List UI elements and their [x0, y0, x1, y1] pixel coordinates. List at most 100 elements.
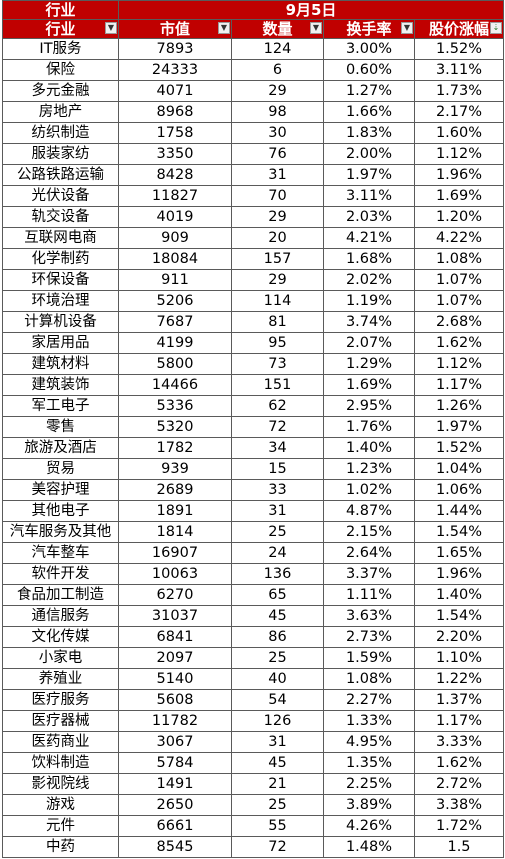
cell-market-cap[interactable]: 7893: [118, 38, 232, 60]
cell-count[interactable]: 6: [231, 59, 324, 81]
cell-change[interactable]: 3.11%: [414, 59, 504, 81]
cell-market-cap[interactable]: 5608: [118, 689, 232, 711]
cell-change[interactable]: 1.12%: [414, 353, 504, 375]
cell-market-cap[interactable]: 1891: [118, 500, 232, 522]
cell-count[interactable]: 31: [231, 731, 324, 753]
cell-industry[interactable]: 家居用品: [2, 332, 119, 354]
cell-count[interactable]: 30: [231, 122, 324, 144]
cell-change[interactable]: 1.08%: [414, 248, 504, 270]
cell-turnover[interactable]: 2.00%: [323, 143, 415, 165]
cell-turnover[interactable]: 1.68%: [323, 248, 415, 270]
cell-turnover[interactable]: 1.66%: [323, 101, 415, 123]
cell-change[interactable]: 1.54%: [414, 605, 504, 627]
cell-market-cap[interactable]: 3350: [118, 143, 232, 165]
cell-turnover[interactable]: 2.07%: [323, 332, 415, 354]
cell-count[interactable]: 86: [231, 626, 324, 648]
cell-market-cap[interactable]: 911: [118, 269, 232, 291]
cell-change[interactable]: 1.96%: [414, 563, 504, 585]
cell-turnover[interactable]: 2.95%: [323, 395, 415, 417]
cell-change[interactable]: 1.37%: [414, 689, 504, 711]
cell-count[interactable]: 54: [231, 689, 324, 711]
cell-turnover[interactable]: 3.89%: [323, 794, 415, 816]
cell-market-cap[interactable]: 18084: [118, 248, 232, 270]
cell-change[interactable]: 1.96%: [414, 164, 504, 186]
cell-industry[interactable]: 食品加工制造: [2, 584, 119, 606]
cell-market-cap[interactable]: 8545: [118, 836, 232, 858]
cell-industry[interactable]: 医药商业: [2, 731, 119, 753]
cell-count[interactable]: 70: [231, 185, 324, 207]
cell-turnover[interactable]: 2.73%: [323, 626, 415, 648]
cell-change[interactable]: 1.73%: [414, 80, 504, 102]
cell-market-cap[interactable]: 11827: [118, 185, 232, 207]
cell-industry[interactable]: 贸易: [2, 458, 119, 480]
dropdown-filter-icon[interactable]: ▼: [218, 22, 230, 34]
cell-change[interactable]: 1.22%: [414, 668, 504, 690]
cell-count[interactable]: 136: [231, 563, 324, 585]
cell-change[interactable]: 1.17%: [414, 374, 504, 396]
cell-turnover[interactable]: 4.87%: [323, 500, 415, 522]
cell-turnover[interactable]: 3.74%: [323, 311, 415, 333]
cell-industry[interactable]: 汽车服务及其他: [2, 521, 119, 543]
cell-industry[interactable]: 养殖业: [2, 668, 119, 690]
cell-turnover[interactable]: 1.08%: [323, 668, 415, 690]
cell-change[interactable]: 3.33%: [414, 731, 504, 753]
cell-turnover[interactable]: 2.27%: [323, 689, 415, 711]
sort-filter-icon[interactable]: ⇣: [490, 22, 502, 34]
cell-change[interactable]: 1.26%: [414, 395, 504, 417]
cell-count[interactable]: 72: [231, 836, 324, 858]
cell-count[interactable]: 45: [231, 752, 324, 774]
cell-industry[interactable]: 中药: [2, 836, 119, 858]
cell-turnover[interactable]: 1.23%: [323, 458, 415, 480]
cell-change[interactable]: 1.62%: [414, 752, 504, 774]
cell-market-cap[interactable]: 6661: [118, 815, 232, 837]
cell-count[interactable]: 21: [231, 773, 324, 795]
cell-turnover[interactable]: 3.00%: [323, 38, 415, 60]
cell-count[interactable]: 126: [231, 710, 324, 732]
cell-change[interactable]: 1.10%: [414, 647, 504, 669]
cell-change[interactable]: 1.44%: [414, 500, 504, 522]
cell-turnover[interactable]: 1.97%: [323, 164, 415, 186]
cell-market-cap[interactable]: 24333: [118, 59, 232, 81]
cell-market-cap[interactable]: 4019: [118, 206, 232, 228]
cell-change[interactable]: 1.07%: [414, 290, 504, 312]
cell-industry[interactable]: 汽车整车: [2, 542, 119, 564]
cell-turnover[interactable]: 4.21%: [323, 227, 415, 249]
cell-count[interactable]: 29: [231, 80, 324, 102]
cell-change[interactable]: 2.68%: [414, 311, 504, 333]
cell-market-cap[interactable]: 6841: [118, 626, 232, 648]
cell-industry[interactable]: 互联网电商: [2, 227, 119, 249]
cell-count[interactable]: 31: [231, 164, 324, 186]
cell-count[interactable]: 25: [231, 521, 324, 543]
cell-market-cap[interactable]: 16907: [118, 542, 232, 564]
cell-industry[interactable]: 文化传媒: [2, 626, 119, 648]
cell-industry[interactable]: 环保设备: [2, 269, 119, 291]
cell-count[interactable]: 33: [231, 479, 324, 501]
cell-count[interactable]: 157: [231, 248, 324, 270]
column-header-count[interactable]: 数量 ▼: [231, 19, 324, 39]
cell-industry[interactable]: 元件: [2, 815, 119, 837]
cell-industry[interactable]: 环境治理: [2, 290, 119, 312]
cell-market-cap[interactable]: 4199: [118, 332, 232, 354]
cell-market-cap[interactable]: 4071: [118, 80, 232, 102]
cell-market-cap[interactable]: 2097: [118, 647, 232, 669]
cell-count[interactable]: 151: [231, 374, 324, 396]
cell-count[interactable]: 20: [231, 227, 324, 249]
cell-industry[interactable]: 房地产: [2, 101, 119, 123]
cell-industry[interactable]: 软件开发: [2, 563, 119, 585]
cell-change[interactable]: 1.20%: [414, 206, 504, 228]
column-header-turnover[interactable]: 换手率 ▼: [323, 19, 415, 39]
cell-industry[interactable]: 建筑装饰: [2, 374, 119, 396]
cell-count[interactable]: 95: [231, 332, 324, 354]
cell-industry[interactable]: 游戏: [2, 794, 119, 816]
cell-count[interactable]: 29: [231, 269, 324, 291]
cell-count[interactable]: 98: [231, 101, 324, 123]
cell-change[interactable]: 1.04%: [414, 458, 504, 480]
cell-industry[interactable]: 光伏设备: [2, 185, 119, 207]
cell-turnover[interactable]: 3.37%: [323, 563, 415, 585]
cell-turnover[interactable]: 1.69%: [323, 374, 415, 396]
cell-industry[interactable]: 美容护理: [2, 479, 119, 501]
cell-market-cap[interactable]: 2689: [118, 479, 232, 501]
cell-turnover[interactable]: 1.35%: [323, 752, 415, 774]
dropdown-filter-icon[interactable]: ▼: [105, 22, 117, 34]
cell-turnover[interactable]: 4.26%: [323, 815, 415, 837]
